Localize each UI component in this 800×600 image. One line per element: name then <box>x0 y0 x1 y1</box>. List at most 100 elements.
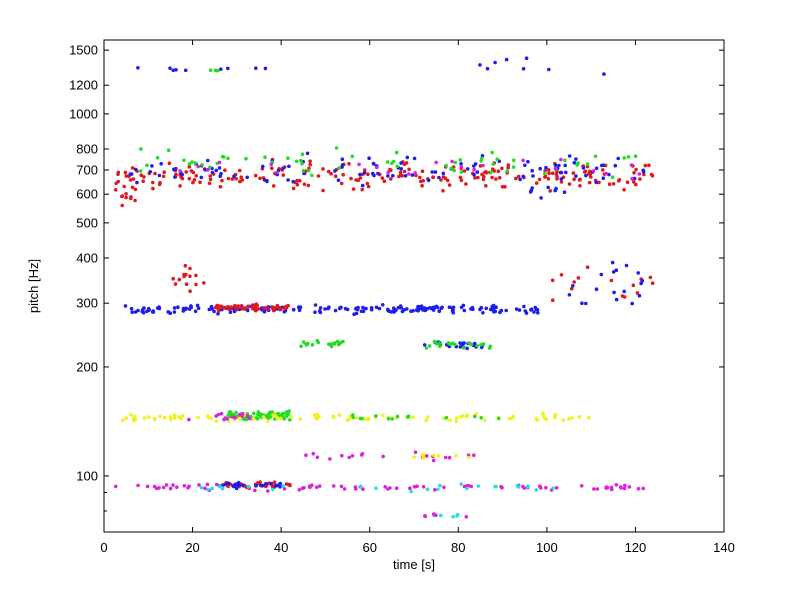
data-point <box>585 162 590 166</box>
data-point <box>531 174 535 178</box>
data-point <box>627 485 632 489</box>
data-point <box>254 484 258 488</box>
data-point <box>351 187 356 191</box>
data-point <box>521 174 525 179</box>
data-point <box>475 344 479 348</box>
data-point <box>310 173 314 178</box>
data-point <box>593 154 598 159</box>
data-point <box>430 170 435 174</box>
data-point <box>420 169 425 173</box>
data-point <box>246 484 251 489</box>
data-point <box>473 414 477 419</box>
data-point <box>192 178 197 182</box>
data-point <box>304 453 308 458</box>
data-point <box>162 170 166 174</box>
data-point <box>196 164 200 169</box>
data-point <box>448 342 452 347</box>
data-point <box>535 418 540 422</box>
data-point <box>554 486 559 490</box>
data-point <box>217 309 221 313</box>
data-point <box>547 171 551 175</box>
data-point <box>447 305 452 310</box>
data-point <box>570 416 574 420</box>
data-point <box>462 169 467 173</box>
data-point <box>266 419 270 424</box>
data-point <box>544 165 548 170</box>
data-point <box>499 308 504 313</box>
data-point <box>205 482 210 487</box>
data-point <box>395 164 400 169</box>
data-point <box>129 413 133 417</box>
data-point <box>133 187 138 192</box>
data-point <box>229 305 233 309</box>
data-point <box>358 172 362 177</box>
data-point <box>124 174 129 178</box>
data-point <box>302 182 307 187</box>
data-point <box>425 487 430 492</box>
data-point <box>444 163 449 168</box>
data-point <box>522 304 526 309</box>
data-point <box>439 178 443 182</box>
data-point <box>465 346 470 351</box>
data-point <box>391 174 395 178</box>
data-point <box>617 178 622 182</box>
data-point <box>216 68 220 73</box>
data-point <box>481 342 486 346</box>
data-point <box>462 341 466 345</box>
data-point <box>193 161 198 165</box>
data-point <box>372 162 376 166</box>
data-point <box>399 161 403 165</box>
data-point <box>317 484 322 488</box>
data-point <box>177 277 182 282</box>
data-point <box>140 308 145 312</box>
data-point <box>559 180 564 184</box>
data-point <box>449 166 454 171</box>
data-point <box>174 172 178 177</box>
data-point <box>272 308 276 313</box>
data-point <box>366 184 371 189</box>
data-point <box>441 189 445 193</box>
data-point <box>399 167 404 171</box>
data-point <box>382 179 387 183</box>
data-point <box>120 194 124 199</box>
data-point <box>436 487 440 492</box>
data-point <box>131 418 136 423</box>
data-point <box>176 305 180 310</box>
data-point <box>421 307 425 312</box>
data-point <box>411 415 415 420</box>
data-point <box>360 183 365 188</box>
data-point <box>164 483 169 487</box>
data-point <box>255 303 259 308</box>
data-point <box>187 162 192 166</box>
data-point <box>159 161 163 166</box>
data-point <box>524 56 529 60</box>
data-point <box>171 483 175 487</box>
data-point <box>372 173 376 178</box>
data-point <box>539 196 543 200</box>
data-point <box>579 484 584 488</box>
data-point <box>188 266 192 271</box>
data-point <box>447 183 452 187</box>
data-point <box>300 161 304 166</box>
data-point <box>136 308 140 313</box>
data-point <box>530 168 534 173</box>
data-point <box>484 306 489 311</box>
data-point <box>178 184 182 188</box>
data-point <box>412 455 417 459</box>
data-point <box>434 342 439 346</box>
data-point <box>218 184 223 189</box>
data-point <box>338 305 343 310</box>
data-point <box>217 160 222 165</box>
data-point <box>467 455 471 460</box>
data-point <box>389 177 393 181</box>
data-point <box>421 485 426 489</box>
data-point <box>636 486 641 491</box>
data-point <box>135 180 139 185</box>
data-point <box>138 169 143 173</box>
data-point <box>438 344 442 349</box>
data-point <box>500 184 505 189</box>
data-point <box>469 484 474 489</box>
data-point <box>284 306 289 310</box>
data-point <box>153 171 157 176</box>
data-point <box>558 170 563 175</box>
